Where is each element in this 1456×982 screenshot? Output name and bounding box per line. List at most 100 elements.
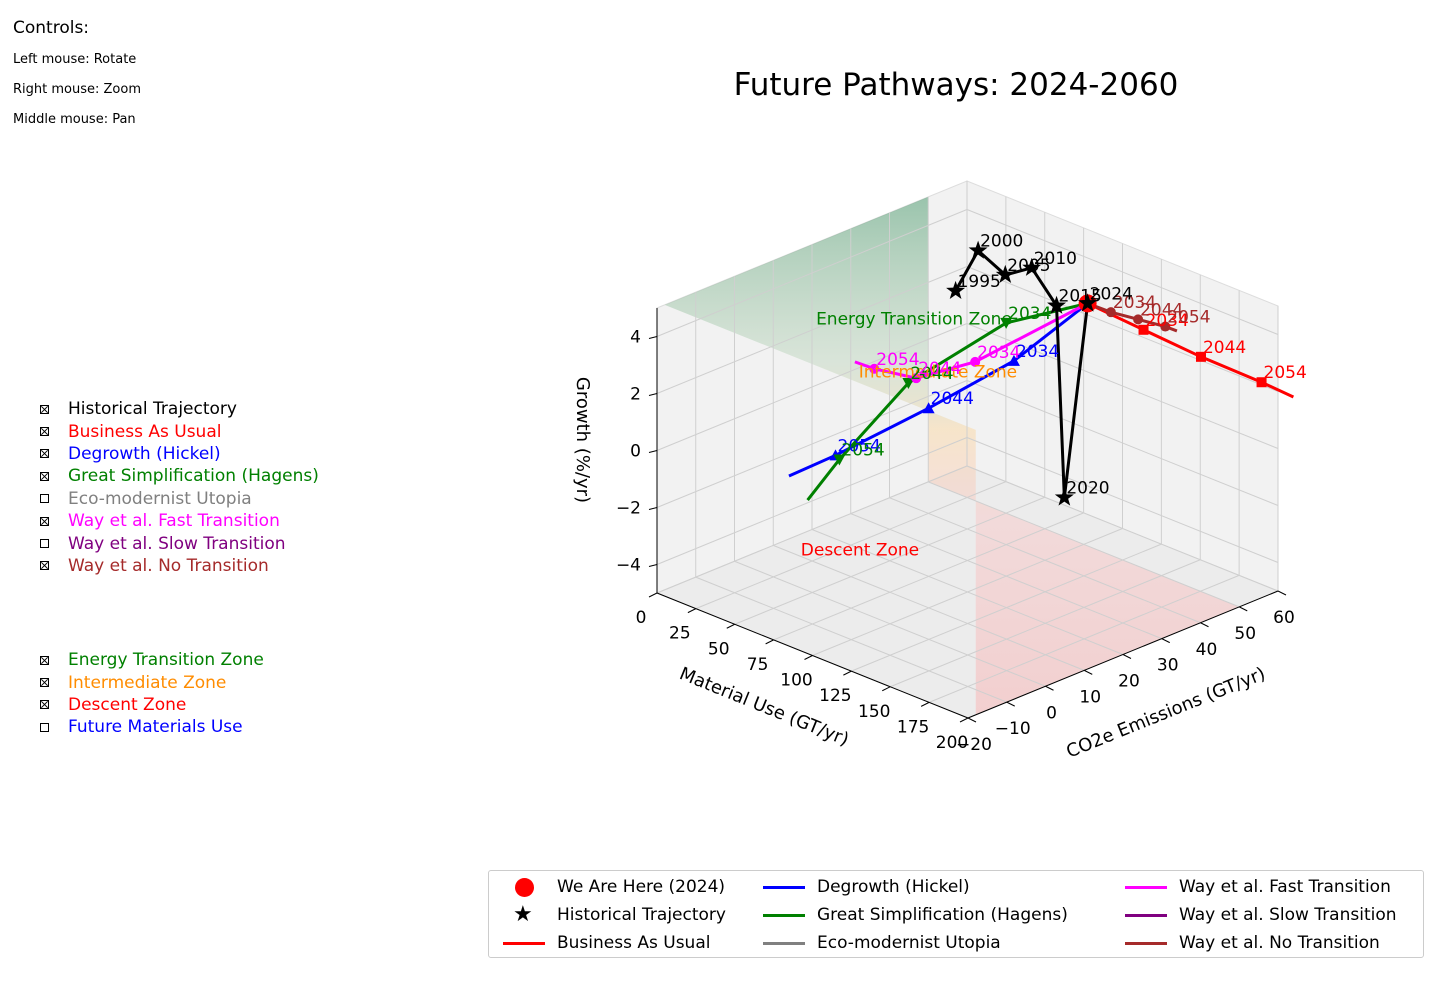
zone-label: Energy Transition Zone <box>816 310 1012 330</box>
tick-mark <box>1084 669 1093 675</box>
tick-mark <box>843 670 852 676</box>
data-point <box>1195 351 1206 362</box>
tick-label: −20 <box>956 735 992 755</box>
historical-star <box>1022 257 1042 276</box>
series-toggle-label: Way et al. Fast Transition <box>68 511 280 532</box>
series-toggle-3[interactable]: Great Simplification (Hagens) <box>40 465 319 487</box>
point-label: 2054 <box>876 350 919 370</box>
series-toggle-5[interactable]: Way et al. Fast Transition <box>40 510 319 532</box>
gridline <box>928 574 1240 703</box>
gridline <box>656 323 968 451</box>
gridline <box>966 380 1279 506</box>
data-point <box>922 402 935 414</box>
tick-label: 60 <box>1273 608 1295 628</box>
tick-label: 20 <box>1118 672 1140 692</box>
controls-heading: Controls: <box>13 18 90 38</box>
checkbox[interactable] <box>40 449 49 459</box>
zone-toggle-2[interactable]: Descent Zone <box>40 694 264 716</box>
series-toggle-7[interactable]: Way et al. No Transition <box>40 555 319 577</box>
series-toggle-label: Degrowth (Hickel) <box>68 443 221 464</box>
legend-item: Business As Usual <box>499 929 710 957</box>
tick-mark <box>1045 685 1054 691</box>
data-point <box>1000 317 1013 329</box>
tick-label: 50 <box>708 639 730 659</box>
hint-rotate: Left mouse: Rotate <box>13 52 137 67</box>
legend-line-icon <box>759 901 809 929</box>
tick-mark <box>1006 701 1015 707</box>
checkbox[interactable] <box>40 427 49 437</box>
tick-label: 200 <box>936 733 968 753</box>
point-label: 2054 <box>838 436 881 456</box>
year-label: 2015 <box>1059 287 1102 307</box>
checkbox[interactable] <box>40 722 49 732</box>
data-point <box>833 454 846 466</box>
checkbox[interactable] <box>40 539 49 549</box>
tick-mark <box>648 592 658 598</box>
series-toggle-1[interactable]: Business As Usual <box>40 420 319 442</box>
legend-star-icon: ★ <box>513 902 533 927</box>
year-label: 2024 <box>1090 284 1133 304</box>
z-axis-label: Growth (%/yr) <box>572 377 593 503</box>
series-toggle-6[interactable]: Way et al. Slow Transition <box>40 532 319 554</box>
data-point <box>1256 377 1267 388</box>
historical-star <box>995 264 1015 284</box>
checkbox[interactable] <box>40 516 49 526</box>
gridline <box>656 437 968 565</box>
gridline <box>966 266 1279 392</box>
gridline <box>851 543 1162 672</box>
zone-toggle-label: Intermediate Zone <box>68 672 227 693</box>
checkbox[interactable] <box>40 678 49 688</box>
series-toggle-4[interactable]: Eco-modernist Utopia <box>40 488 319 510</box>
legend-label: Business As Usual <box>557 933 711 953</box>
series-toggle-2[interactable]: Degrowth (Hickel) <box>40 443 319 465</box>
zone-toggle-0[interactable]: Energy Transition Zone <box>40 649 264 671</box>
checkbox[interactable] <box>40 404 49 414</box>
series-toggle-0[interactable]: Historical Trajectory <box>40 398 319 420</box>
checkbox[interactable] <box>40 561 49 571</box>
chart-title: Future Pathways: 2024-2060 <box>734 67 1179 103</box>
zone-toggle-label: Energy Transition Zone <box>68 650 264 671</box>
tick-label: 0 <box>1046 703 1057 723</box>
series-toggle-label: Eco-modernist Utopia <box>68 488 252 509</box>
legend-line-icon <box>1121 901 1171 929</box>
tick-mark <box>967 717 977 723</box>
y-axis-label: Material Use (GT/yr) <box>676 663 851 750</box>
tick-label: 100 <box>780 671 812 691</box>
legend-line-icon <box>499 929 549 957</box>
tick-label: 150 <box>858 702 890 722</box>
tick-mark <box>1239 606 1248 612</box>
tick-mark <box>1200 622 1209 628</box>
tick-label: −4 <box>616 556 641 576</box>
legend-line-icon <box>1121 929 1171 957</box>
legend-label: Eco-modernist Utopia <box>817 933 1001 953</box>
checkbox[interactable] <box>40 494 49 504</box>
data-point <box>1105 307 1116 318</box>
tick-mark <box>920 701 930 707</box>
legend-label: Way et al. Fast Transition <box>1179 877 1391 897</box>
checkbox[interactable] <box>40 471 49 481</box>
tick-mark <box>648 393 658 396</box>
series-toggle-label: Great Simplification (Hagens) <box>68 466 319 487</box>
zone-toggle-1[interactable]: Intermediate Zone <box>40 671 264 693</box>
gridline <box>890 559 1201 688</box>
historical-star <box>1054 487 1074 506</box>
point-label: 2044 <box>918 359 961 379</box>
point-label: 2034 <box>1016 342 1059 362</box>
tick-label: 2 <box>630 385 641 405</box>
tick-label: 4 <box>630 328 641 348</box>
legend-label: Historical Trajectory <box>557 905 726 925</box>
checkbox[interactable] <box>40 655 49 665</box>
data-point <box>911 373 922 384</box>
tick-mark <box>648 336 658 339</box>
point-label: 2034 <box>1113 293 1156 313</box>
checkbox[interactable] <box>40 700 49 710</box>
zone-toggle-3[interactable]: Future Materials Use <box>40 716 264 738</box>
zone-toggle-label: Future Materials Use <box>68 717 243 738</box>
tick-label: 40 <box>1196 640 1218 660</box>
tick-label: −10 <box>995 719 1031 739</box>
chart-3d[interactable]: −20−100102030405060025507510012515017520… <box>0 0 1456 865</box>
year-label: 2000 <box>980 232 1023 252</box>
legend-item: Way et al. Slow Transition <box>1121 901 1397 929</box>
gridline <box>734 496 1045 625</box>
zone-checklist: Energy Transition Zone Intermediate Zone D… <box>40 649 264 739</box>
